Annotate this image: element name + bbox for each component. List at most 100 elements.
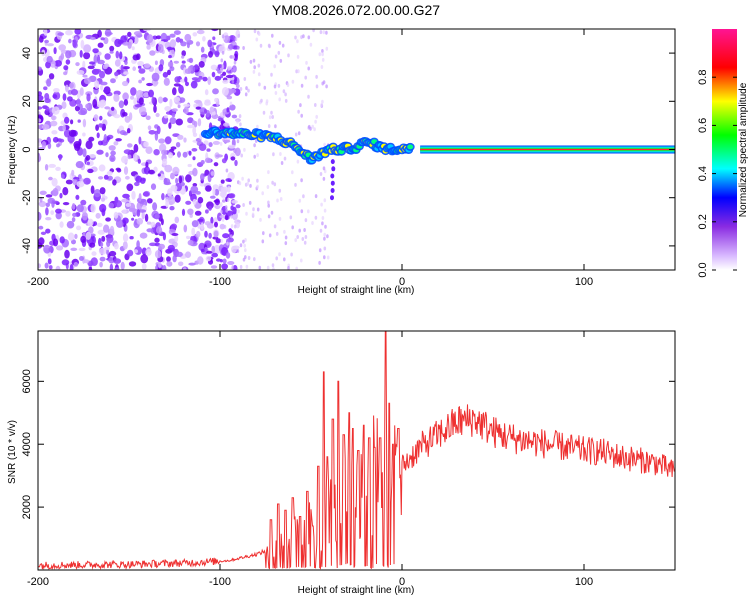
noise-blob	[206, 250, 213, 254]
y-tick-label: 0	[21, 146, 33, 152]
noise-blob	[242, 46, 245, 50]
noise-blob	[322, 176, 326, 181]
noise-blob	[305, 60, 308, 65]
noise-blob	[278, 97, 282, 102]
noise-blob	[162, 97, 169, 102]
noise-blob	[115, 138, 122, 142]
noise-blob	[240, 153, 243, 158]
noise-blob	[108, 250, 117, 257]
noise-blob	[93, 189, 101, 198]
noise-blob	[195, 41, 201, 47]
noise-blob	[308, 124, 311, 129]
snr-panel: -200 -100 0 100 2000 4000 6000 Height of strai…	[7, 330, 676, 596]
noise-blob	[166, 261, 173, 267]
noise-blob	[168, 201, 173, 206]
noise-blob	[101, 197, 105, 202]
noise-blob	[103, 88, 110, 93]
noise-blob	[71, 89, 78, 96]
noise-blob	[294, 35, 297, 40]
noise-blob	[190, 185, 199, 194]
x-tick-label: -200	[27, 576, 49, 588]
noise-blob	[78, 110, 86, 116]
noise-blob	[58, 154, 62, 161]
noise-blob	[225, 74, 234, 79]
y-tick-label: 40	[21, 47, 33, 59]
noise-blob	[181, 208, 186, 216]
colorbar-gradient	[712, 29, 737, 270]
noise-blob	[154, 237, 160, 243]
noise-blob	[162, 265, 167, 270]
noise-blob	[131, 217, 135, 221]
noise-blob	[147, 125, 152, 131]
noise-blob	[256, 124, 259, 129]
noise-blob	[38, 94, 44, 102]
noise-blob	[67, 232, 75, 241]
noise-blob	[65, 59, 71, 65]
noise-blob	[107, 175, 114, 181]
noise-blob	[219, 141, 223, 146]
noise-blob	[132, 66, 136, 71]
noise-blob	[38, 35, 44, 43]
noise-blob	[144, 213, 149, 222]
noise-blob	[104, 246, 111, 251]
noise-blob	[222, 258, 227, 264]
noise-blob	[158, 243, 166, 250]
noise-blob	[164, 136, 172, 145]
noise-blob	[199, 182, 205, 187]
noise-blob	[168, 152, 173, 159]
noise-blob	[219, 223, 225, 230]
noise-blob	[184, 76, 188, 83]
noise-blob	[93, 221, 98, 226]
noise-blob	[223, 224, 227, 229]
noise-blob	[111, 106, 115, 111]
noise-blob	[68, 129, 77, 137]
noise-blob	[208, 142, 213, 148]
noise-blob	[157, 44, 164, 53]
noise-blob	[141, 111, 148, 115]
noise-blob	[122, 233, 129, 243]
noise-blob	[98, 176, 104, 180]
noise-blob	[44, 109, 51, 116]
noise-blob	[238, 114, 242, 119]
signal-spur	[330, 173, 335, 179]
noise-blob	[153, 149, 160, 156]
noise-blob	[222, 111, 226, 116]
noise-blob	[171, 112, 176, 118]
noise-blob	[154, 60, 158, 66]
noise-blob	[97, 29, 102, 38]
noise-blob	[291, 79, 295, 84]
noise-blob	[227, 43, 234, 50]
signal-spur	[331, 166, 336, 172]
noise-blob	[90, 257, 98, 266]
noise-blob	[181, 55, 185, 59]
x-tick-label: 100	[575, 276, 593, 288]
noise-blob	[212, 36, 216, 41]
noise-blob	[46, 43, 54, 47]
noise-blob	[177, 151, 181, 158]
noise-blob	[82, 132, 86, 137]
noise-blob	[228, 228, 232, 233]
noise-blob	[321, 221, 324, 226]
noise-blob	[307, 209, 310, 214]
noise-blob	[92, 48, 99, 54]
noise-blob	[87, 218, 94, 227]
noise-blob	[48, 176, 53, 181]
x-tick-label: -100	[209, 576, 231, 588]
noise-blob	[98, 123, 104, 128]
noise-blob	[161, 149, 168, 156]
noise-blob	[106, 171, 113, 176]
noise-blob	[204, 221, 211, 226]
noise-blob	[38, 91, 42, 96]
noise-blob	[163, 181, 172, 186]
noise-blob	[137, 158, 141, 164]
noise-blob	[64, 249, 70, 259]
noise-blob	[211, 71, 216, 78]
noise-blob	[114, 243, 119, 250]
noise-blob	[50, 120, 58, 127]
noise-blob	[126, 128, 131, 134]
noise-blob	[61, 259, 70, 266]
noise-blob	[132, 54, 140, 61]
noise-blob	[270, 210, 274, 215]
noise-blob	[51, 177, 58, 187]
noise-blob	[98, 70, 106, 79]
